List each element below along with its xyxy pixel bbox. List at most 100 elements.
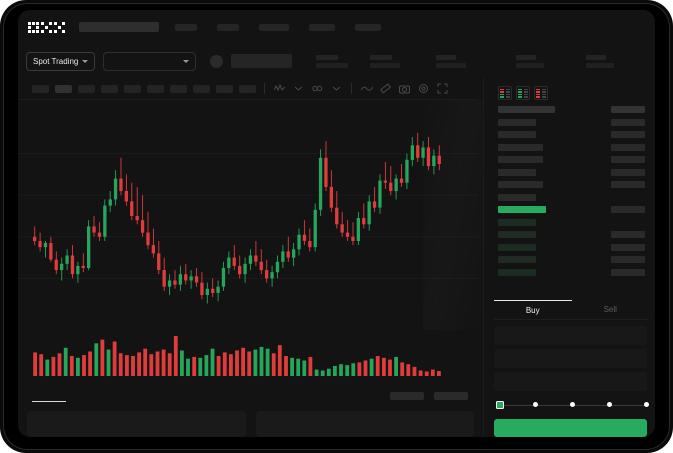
timeframe-4[interactable] — [101, 84, 118, 93]
ticker-stat-2 — [370, 54, 401, 68]
timeframe-9[interactable] — [216, 84, 233, 93]
bottom-panel-1[interactable] — [27, 411, 246, 437]
depth-sell-icon[interactable] — [534, 86, 548, 100]
timeframe-2[interactable] — [55, 84, 72, 93]
timeframe-6[interactable] — [147, 84, 164, 93]
orderbook-row[interactable] — [498, 143, 645, 151]
nav-search-skeleton[interactable] — [79, 22, 159, 32]
slider-stop-50[interactable] — [570, 402, 575, 407]
slider-stop-25[interactable] — [533, 402, 538, 407]
buy-sell-tabs: Buy Sell — [494, 300, 649, 320]
candlestick-chart[interactable] — [18, 100, 478, 330]
spot-trading-dropdown[interactable]: Spot Trading — [26, 51, 96, 71]
chart-gridlines — [18, 153, 478, 279]
percentage-slider[interactable] — [496, 400, 649, 410]
orderbook-row-total — [611, 243, 645, 251]
orderbook-row-size — [498, 268, 536, 276]
depth-buy-icon[interactable] — [516, 86, 530, 100]
orderbook-row-size — [498, 156, 543, 163]
slider-handle[interactable] — [496, 401, 504, 409]
orderbook-row-total — [611, 168, 645, 176]
slider-stop-75[interactable] — [607, 402, 612, 407]
chart-toolbar — [18, 78, 478, 100]
trading-app-screen: Spot Trading — [18, 10, 655, 437]
orderbook-row-size — [498, 143, 543, 151]
bottom-action-1[interactable] — [390, 392, 424, 400]
orderbook-row-size — [498, 181, 543, 188]
orderbook-row[interactable] — [498, 168, 645, 176]
orderbook-row-total — [611, 156, 645, 163]
bottom-panels — [18, 408, 478, 437]
orderbook-row[interactable] — [498, 231, 645, 238]
order-amount-field[interactable] — [494, 349, 647, 368]
top-navigation-bar — [18, 10, 655, 44]
okx-logo[interactable] — [28, 21, 65, 33]
orderbook-row[interactable] — [498, 218, 645, 226]
orderbook-row-total — [611, 231, 645, 238]
bottom-action-2[interactable] — [434, 392, 468, 400]
gear-icon[interactable] — [417, 82, 430, 95]
line-chart-icon[interactable] — [360, 82, 373, 95]
tab-buy[interactable]: Buy — [494, 300, 572, 319]
orderbook-row[interactable] — [498, 118, 645, 126]
orderbook-view-modes — [484, 78, 655, 106]
timeframe-3[interactable] — [78, 84, 95, 93]
spot-trading-label: Spot Trading — [33, 56, 79, 66]
trading-pair-dropdown[interactable] — [103, 51, 197, 71]
timeframe-8[interactable] — [193, 84, 210, 93]
camera-icon[interactable] — [398, 82, 411, 95]
ruler-icon[interactable] — [379, 82, 392, 95]
orderbook-row-size — [498, 256, 536, 263]
nav-item-5[interactable] — [355, 23, 381, 31]
indicator-icon[interactable] — [273, 82, 286, 95]
orderbook-row[interactable] — [498, 268, 645, 276]
tab-sell[interactable]: Sell — [603, 305, 617, 314]
orders-actions — [390, 392, 478, 400]
nav-item-4[interactable] — [309, 23, 335, 31]
chevron-down-icon[interactable] — [292, 82, 305, 95]
orderbook-row-size — [498, 106, 555, 113]
submit-order-button[interactable] — [494, 419, 647, 437]
orderbook-row[interactable] — [498, 181, 645, 188]
order-price-field[interactable] — [494, 326, 647, 345]
chart-candles — [33, 132, 441, 304]
fullscreen-icon[interactable] — [436, 82, 449, 95]
chevron-down-icon[interactable] — [330, 82, 343, 95]
pair-price-skeleton — [231, 54, 293, 68]
orderbook-row-total — [611, 106, 645, 113]
timeframe-10[interactable] — [239, 84, 256, 93]
depth-both-icon[interactable] — [498, 86, 512, 100]
orderbook-row[interactable] — [498, 193, 645, 201]
orderbook-row-total — [611, 268, 645, 276]
orderbook-row-size — [498, 193, 536, 201]
nav-item-2[interactable] — [217, 23, 239, 31]
nav-item-3[interactable] — [259, 23, 289, 31]
volume-histogram — [18, 330, 478, 382]
volume-canvas — [33, 336, 441, 376]
timeframe-7[interactable] — [170, 84, 187, 93]
orderbook-row-size — [498, 131, 536, 138]
orderbook-row[interactable] — [498, 206, 645, 213]
timeframe-5[interactable] — [124, 84, 141, 93]
order-total-field[interactable] — [494, 372, 647, 391]
orderbook-rows[interactable] — [484, 106, 655, 298]
orderbook-row[interactable] — [498, 106, 645, 113]
timeframe-1[interactable] — [32, 84, 49, 93]
ticker-bar: Spot Trading — [18, 44, 655, 78]
compare-icon[interactable] — [311, 82, 324, 95]
nav-item-1[interactable] — [175, 23, 197, 31]
orders-tab-bar — [18, 382, 478, 410]
orderbook-row-total — [611, 181, 645, 188]
bottom-panel-2[interactable] — [255, 411, 474, 437]
orderbook-row[interactable] — [498, 243, 645, 251]
orderbook-row[interactable] — [498, 156, 645, 163]
okx-logo-letter-o — [28, 21, 39, 33]
slider-stop-100[interactable] — [644, 402, 649, 407]
toolbar-divider — [351, 83, 352, 94]
ticker-stat-1 — [316, 54, 349, 68]
orderbook-row[interactable] — [498, 131, 645, 138]
orderbook-row[interactable] — [498, 256, 645, 263]
chart-canvas — [18, 132, 478, 304]
orderbook-row-size — [498, 231, 536, 238]
orderbook-row-size — [498, 118, 536, 126]
